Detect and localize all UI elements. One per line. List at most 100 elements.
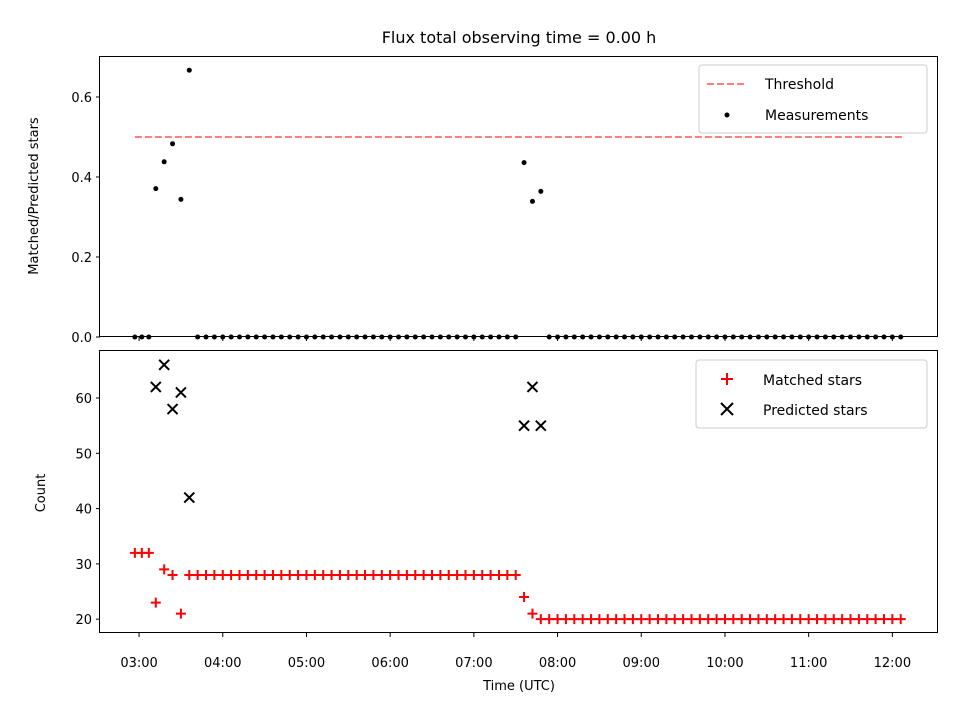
matched-star-point: [318, 569, 329, 580]
matched-star-point: [360, 569, 371, 580]
matched-star-point: [267, 569, 278, 580]
matched-star-point: [569, 614, 580, 625]
matched-star-point: [276, 569, 287, 580]
matched-star-point: [301, 569, 312, 580]
matched-star-point: [234, 569, 245, 580]
matched-star-point: [761, 614, 772, 625]
x-tick-label: 04:00: [204, 656, 241, 671]
top-y-tick-label: 0.6: [71, 91, 92, 106]
matched-star-point: [376, 569, 387, 580]
measurement-point: [186, 67, 192, 73]
chart-title: Flux total observing time = 0.00 h: [382, 28, 657, 47]
matched-star-point: [627, 614, 638, 625]
measurement-point: [538, 188, 544, 194]
matched-star-point: [527, 608, 538, 619]
x-tick-label: 03:00: [120, 656, 157, 671]
matched-star-point: [711, 614, 722, 625]
matched-star-point: [184, 569, 195, 580]
top-y-tick-label: 0.2: [71, 251, 92, 266]
matched-star-point: [678, 614, 689, 625]
matched-star-point: [410, 569, 421, 580]
bottom-plot-frame: [99, 350, 938, 633]
matched-star-point: [619, 614, 630, 625]
bottom-y-tick-label: 50: [75, 447, 92, 462]
legend-measurements-swatch: [724, 112, 730, 118]
matched-star-point: [653, 614, 663, 625]
x-axis-label: Time (UTC): [482, 679, 555, 694]
legend-predicted-label: Predicted stars: [763, 403, 868, 419]
top-y-tick-label: 0.0: [71, 331, 92, 346]
matched-star-point: [293, 569, 304, 580]
matched-star-point: [192, 569, 203, 580]
matched-star-point: [493, 569, 504, 580]
predicted-star-point: [518, 419, 530, 432]
matched-star-point: [217, 569, 228, 580]
bottom-y-tick-label: 60: [75, 392, 92, 407]
measurement-point: [529, 198, 535, 204]
matched-star-point: [401, 569, 412, 580]
matched-star-point: [150, 597, 161, 608]
matched-star-point: [686, 614, 697, 625]
matched-star-point: [201, 569, 212, 580]
legend-measurements-label: Measurements: [765, 108, 868, 124]
matched-star-point: [895, 614, 906, 625]
matched-star-point: [284, 569, 295, 580]
matched-star-point: [636, 614, 647, 625]
matched-star-point: [477, 569, 488, 580]
matched-star-point: [853, 614, 864, 625]
matched-star-point: [828, 614, 839, 625]
matched-star-point: [803, 614, 814, 625]
matched-star-point: [694, 614, 705, 625]
x-tick-label: 07:00: [455, 656, 492, 671]
x-tick-label: 11:00: [790, 656, 827, 671]
matched-star-point: [326, 569, 337, 580]
matched-star-point: [393, 569, 404, 580]
matched-star-point: [485, 569, 496, 580]
matched-star-point: [719, 614, 730, 625]
matched-star-point: [452, 569, 463, 580]
predicted-star-point: [526, 381, 539, 393]
matched-star-point: [159, 564, 170, 575]
matched-star-point: [820, 614, 831, 625]
matched-star-point: [259, 569, 270, 580]
matched-star-point: [418, 569, 429, 580]
matched-star-point: [611, 614, 622, 625]
matched-star-point: [143, 547, 154, 558]
matched-star-point: [770, 614, 781, 625]
matched-star-point: [812, 614, 823, 625]
bottom-y-tick-label: 30: [75, 558, 92, 573]
matched-star-point: [845, 614, 856, 625]
matched-star-point: [703, 614, 714, 625]
matched-star-point: [385, 569, 396, 580]
predicted-star-point: [535, 419, 547, 432]
matched-star-point: [368, 569, 379, 580]
predicted-star-point: [158, 359, 170, 371]
bottom-legend-box: [695, 359, 928, 429]
matched-star-point: [435, 569, 446, 580]
matched-star-point: [870, 614, 881, 625]
matched-star-point: [510, 569, 521, 580]
predicted-star-point: [175, 386, 187, 399]
matched-star-point: [786, 614, 797, 625]
matched-star-point: [167, 569, 178, 580]
top-legend-box: [698, 64, 928, 134]
matched-star-point: [887, 614, 898, 625]
legend-predicted-swatch: [720, 402, 734, 416]
matched-star-point: [468, 569, 479, 580]
matched-star-point: [736, 614, 747, 625]
matched-star-point: [644, 614, 655, 625]
legend-threshold-label: Threshold: [764, 77, 834, 93]
matched-star-point: [669, 614, 680, 625]
matched-star-point: [535, 614, 546, 625]
top-y-axis-label: Matched/Predicted stars: [27, 117, 42, 275]
top-legend: Threshold Measurements: [698, 64, 928, 134]
legend-matched-label: Matched stars: [763, 373, 862, 389]
legend-matched-swatch: [721, 373, 733, 385]
matched-star-point: [661, 614, 672, 625]
matched-star-point: [552, 614, 563, 625]
matched-star-point: [745, 614, 756, 625]
measurement-point: [170, 141, 176, 147]
matched-star-point: [343, 569, 354, 580]
bottom-y-tick-label: 20: [75, 613, 92, 628]
